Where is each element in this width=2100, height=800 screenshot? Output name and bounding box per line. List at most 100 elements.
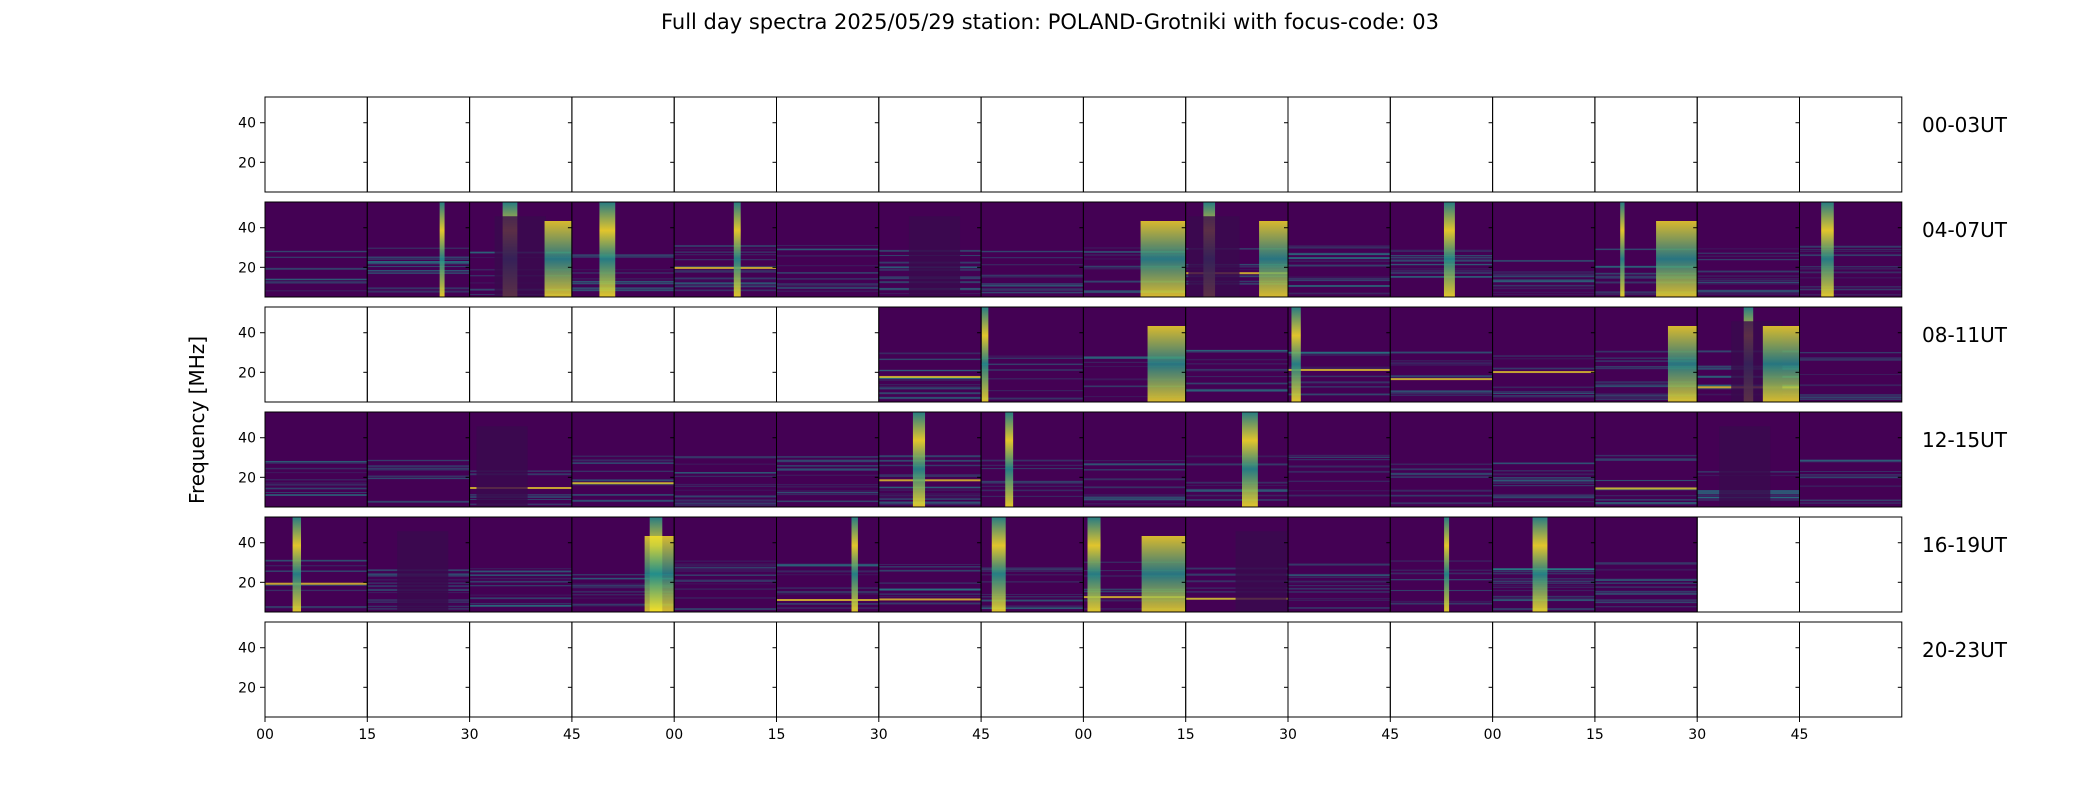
x-tick-label: 45 [1381,727,1399,743]
panel-frame [469,306,573,403]
empty-panel [1492,621,1596,718]
spectrum-panel [980,201,1084,298]
panel-frame [878,621,982,718]
y-tick-label: 40 [238,221,256,237]
panel-frame [1696,96,1800,193]
panel-frame [776,621,880,718]
empty-panel [1594,96,1698,193]
y-tick-label: 20 [238,470,256,486]
empty-panel [1287,621,1391,718]
panel-frame [264,96,368,193]
panel-frame [878,96,982,193]
panel-frame [1696,621,1800,718]
panel-frame [1492,96,1596,193]
x-tick-label: 45 [1791,727,1809,743]
spectrum-panel [1594,516,1698,613]
empty-panel [469,306,573,403]
y-tick-label: 20 [238,155,256,171]
panel-frame [1082,621,1187,718]
empty-panel [469,621,573,718]
empty-panel [673,96,778,193]
empty-panel [1594,621,1698,718]
spectrum-panel [1389,201,1494,298]
panel-frame [1389,96,1494,193]
panel-frame [1287,96,1391,193]
empty-panel [673,621,778,718]
panel-frame [469,621,573,718]
spectrum-panel [571,201,675,298]
row-label: 00-03UT [1922,113,2008,137]
empty-panel [366,96,471,193]
panel-frame [1185,621,1289,718]
empty-panel [1185,96,1289,193]
x-tick-label: 30 [1279,727,1297,743]
panel-frame [1799,306,1903,403]
spectrum-panel [878,411,982,508]
empty-panel [980,621,1084,718]
panel-frame [1696,516,1800,613]
panel-frame [366,621,471,718]
x-axis: 00 15 30 45 00 15 30 45 00 15 30 45 00 15 30 45 [256,717,1808,743]
empty-panel [673,306,778,403]
empty-panel [366,621,471,718]
y-tick-label: 40 [238,641,256,657]
empty-panel [1799,516,1903,613]
row-label: 12-15UT [1922,428,2008,452]
spectrum-panel [469,201,573,298]
empty-panel [1185,621,1289,718]
empty-panel [776,306,880,403]
empty-panel [366,306,471,403]
spectrum-panel [571,411,675,508]
spectrum-panel [1389,306,1494,403]
x-tick-label: 15 [358,727,376,743]
spectrum-panel [980,411,1084,508]
spectrum-panel [1082,201,1187,298]
empty-panel [571,96,675,193]
x-tick-label: 15 [1586,727,1604,743]
empty-panel [1287,96,1391,193]
empty-panel [1082,96,1187,193]
panel-frame [469,96,573,193]
spectrum-panel [1185,201,1289,298]
x-tick-label: 00 [1484,727,1502,743]
spectrum-panel [1287,201,1391,298]
spectrum-panel [571,516,675,613]
panel-frame [1594,96,1698,193]
x-tick-label: 15 [768,727,786,743]
panel-frame [1492,621,1596,718]
spectrum-panel [1185,516,1289,613]
panel-frame [673,96,778,193]
spectrum-panel [1185,411,1289,508]
empty-panel [571,621,675,718]
empty-panel [264,96,368,193]
x-tick-label: 15 [1177,727,1195,743]
empty-panel [264,621,368,718]
y-tick-label: 40 [238,536,256,552]
spectrum-panel [776,201,880,298]
panel-frame [571,96,675,193]
spectrum-panel [1287,411,1391,508]
panel-frame [1799,621,1903,718]
spectrum-panel [1492,411,1596,508]
spectrum-panel [469,516,573,613]
spectrum-panel [366,411,471,508]
spectrum-panel [1287,516,1391,613]
panel-frame [776,306,880,403]
x-tick-label: 30 [870,727,888,743]
panel-frame [1799,96,1903,193]
spectrum-panel [878,201,982,298]
x-tick-label: 30 [1688,727,1706,743]
spectrum-panel [1696,306,1800,403]
panel-frame [264,306,368,403]
panel-frame [980,96,1084,193]
spectrum-panel [264,411,368,508]
spectrum-panel [1696,411,1800,508]
panel-frame [1287,621,1391,718]
panel-frame [1082,96,1187,193]
spectrum-panel [1389,516,1494,613]
panel-frame [1594,621,1698,718]
spectrum-panel [1287,306,1391,403]
panel-frame [980,621,1084,718]
panel-frame [1185,96,1289,193]
chart-title: Full day spectra 2025/05/29 station: POL… [660,10,1440,34]
